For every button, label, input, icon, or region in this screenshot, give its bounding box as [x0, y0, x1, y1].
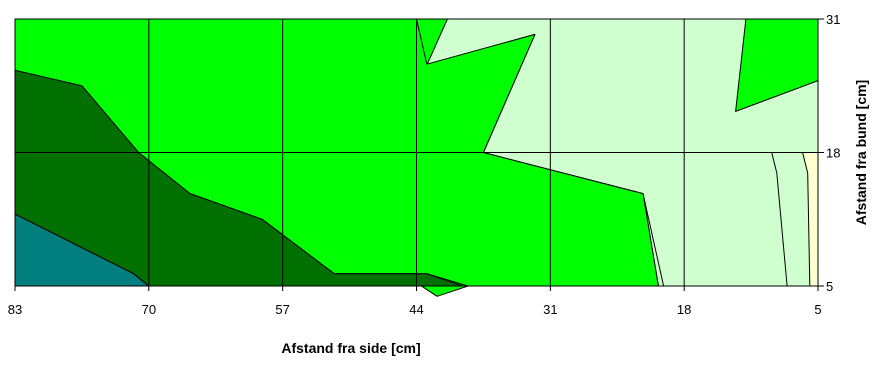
- x-tick-label-70: 70: [142, 302, 156, 317]
- x-tick-label-18: 18: [677, 302, 691, 317]
- y-tick-label-5: 5: [826, 279, 833, 294]
- y-tick-label-31: 31: [826, 12, 840, 27]
- x-tick-label-57: 57: [275, 302, 289, 317]
- x-axis-title: Afstand fra side [cm]: [281, 340, 420, 356]
- x-tick-label-5: 5: [814, 302, 821, 317]
- x-tick-label-31: 31: [543, 302, 557, 317]
- y-tick-label-18: 18: [826, 146, 840, 161]
- x-axis-ticks: 83 70 57 44 31 18 5: [8, 286, 822, 317]
- y-axis-title: Afstand fra bund [cm]: [853, 80, 869, 225]
- x-tick-label-83: 83: [8, 302, 22, 317]
- y-axis-ticks: 5 18 31: [818, 12, 840, 294]
- x-tick-label-44: 44: [409, 302, 423, 317]
